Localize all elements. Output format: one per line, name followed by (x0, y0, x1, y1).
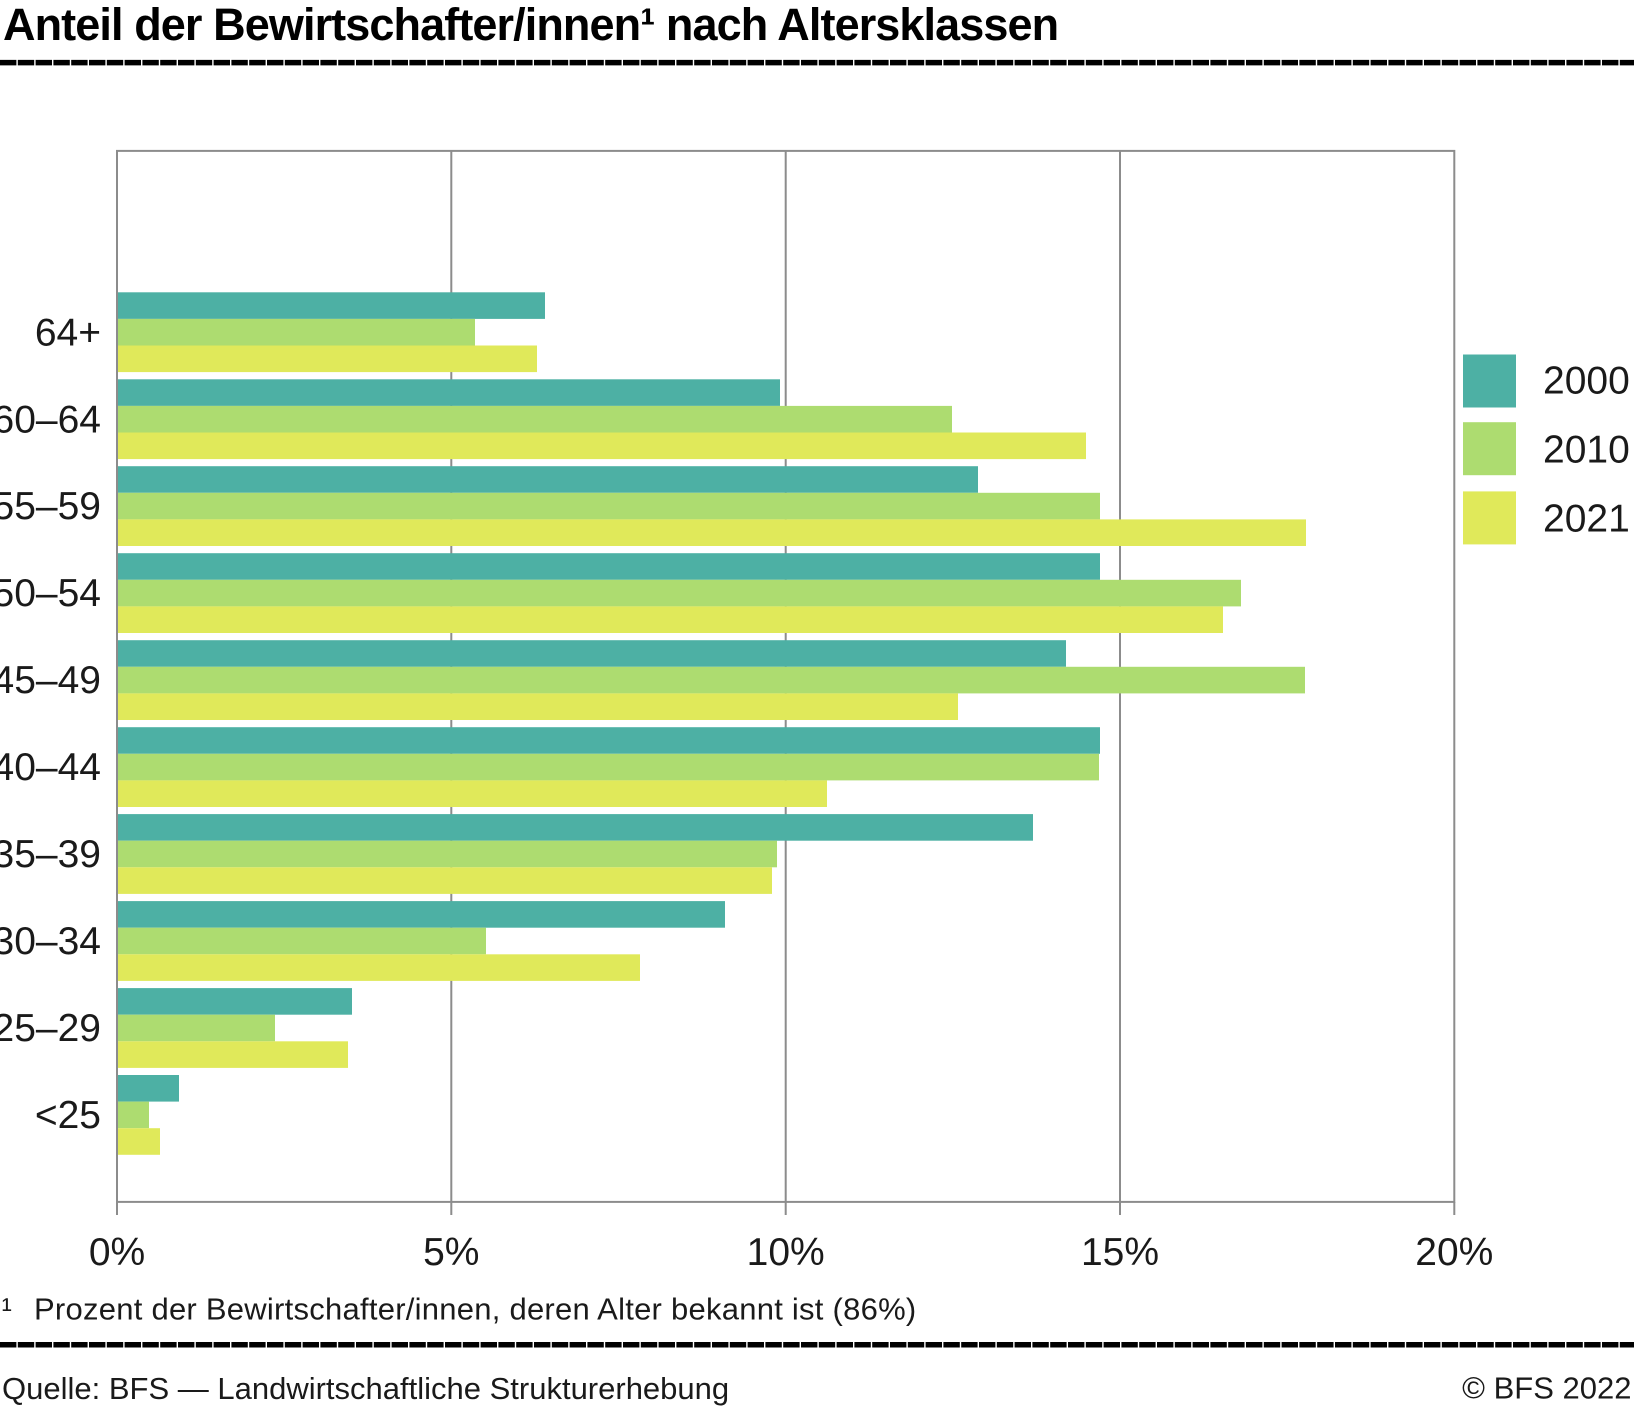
svg-text:Quelle: BFS — Landwirtschaftli: Quelle: BFS — Landwirtschaftliche Strukt… (2, 1371, 729, 1406)
svg-text:45–49: 45–49 (0, 659, 101, 702)
svg-text:20%: 20% (1415, 1231, 1493, 1274)
svg-text:2000: 2000 (1543, 360, 1630, 403)
svg-text:© BFS 2022: © BFS 2022 (1462, 1371, 1631, 1406)
svg-text:50–54: 50–54 (0, 572, 101, 615)
svg-text:15%: 15% (1081, 1231, 1159, 1274)
svg-text:40–44: 40–44 (0, 746, 101, 789)
svg-text:35–39: 35–39 (0, 833, 101, 876)
svg-text:2010: 2010 (1543, 428, 1630, 471)
svg-text:2021: 2021 (1543, 497, 1630, 540)
svg-text:60–64: 60–64 (0, 398, 101, 441)
svg-text:Anteil der Bewirtschafter/inne: Anteil der Bewirtschafter/innen¹ nach Al… (3, 0, 1058, 50)
svg-text:64+: 64+ (35, 311, 101, 354)
svg-text:¹: ¹ (2, 1292, 12, 1327)
svg-text:5%: 5% (423, 1231, 479, 1274)
svg-text:Prozent der Bewirtschafter/inn: Prozent der Bewirtschafter/innen, deren … (34, 1292, 916, 1327)
svg-text:0%: 0% (89, 1231, 145, 1274)
svg-text:25–29: 25–29 (0, 1007, 101, 1050)
svg-text:55–59: 55–59 (0, 485, 101, 528)
svg-text:<25: <25 (35, 1094, 101, 1137)
svg-text:30–34: 30–34 (0, 920, 101, 963)
svg-text:10%: 10% (747, 1231, 825, 1274)
